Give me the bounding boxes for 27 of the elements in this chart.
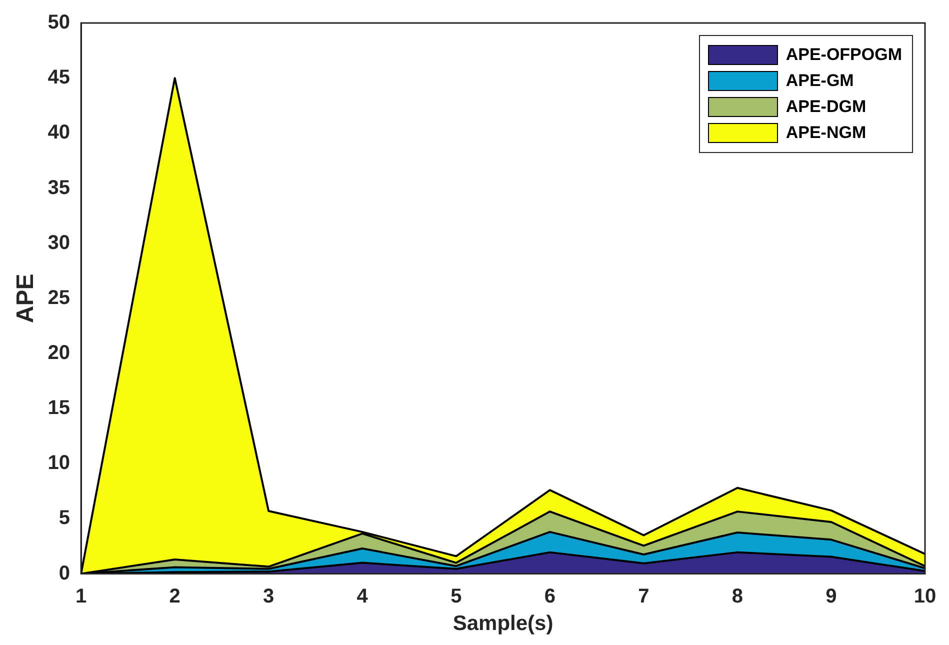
x-tick-label: 3 [263,585,274,608]
x-tick-label: 5 [450,585,462,608]
x-tick-label: 7 [638,585,650,608]
x-tick-label: 9 [826,585,837,608]
x-tick-label: 1 [75,585,87,608]
y-tick-label: 40 [48,122,70,144]
x-tick-label: 4 [356,585,369,608]
y-tick-label: 20 [48,342,70,364]
y-tick-label: 25 [48,286,70,309]
legend-label: APE-OFPOGM [786,45,902,65]
y-tick-label: 15 [48,397,70,420]
legend-label: APE-DGM [786,97,866,117]
y-tick-label: 30 [48,232,70,254]
legend-label: APE-GM [786,71,854,91]
y-tick-label: 45 [48,66,70,89]
x-tick-label: 6 [544,585,556,608]
y-tick-label: 0 [58,562,70,584]
y-tick-label: 5 [58,507,70,530]
y-tick-label: 50 [48,12,70,34]
legend-label: APE-NGM [786,123,866,143]
y-axis-title: APE [12,274,40,324]
x-tick-label: 2 [169,585,180,608]
y-tick-label: 10 [48,452,70,474]
x-axis-title: Sample(s) [452,612,554,636]
x-tick-label: 10 [914,585,936,608]
y-tick-label: 35 [48,176,70,199]
x-tick-label: 8 [732,585,744,608]
